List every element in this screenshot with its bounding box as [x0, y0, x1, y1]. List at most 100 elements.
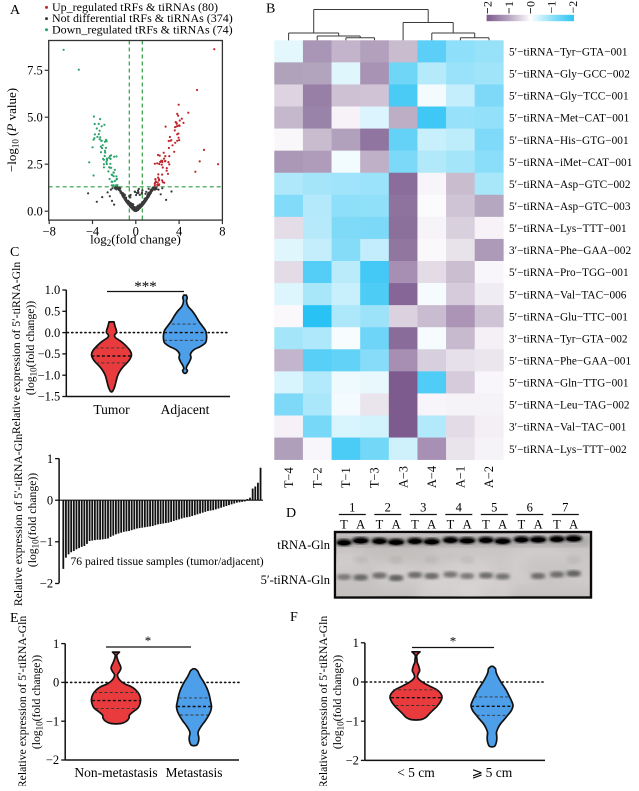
- svg-text:76 paired tissue samples (tumo: 76 paired tissue samples (tumor/adjacent…: [71, 555, 264, 568]
- svg-text:5′−tiRNA−iMet−CAT−001: 5′−tiRNA−iMet−CAT−001: [509, 157, 632, 169]
- svg-text:A: A: [10, 3, 21, 18]
- svg-text:B: B: [266, 2, 275, 17]
- svg-text:−2: −2: [346, 754, 359, 768]
- svg-text:(log10(fold change)): (log10(fold change)): [24, 301, 39, 395]
- svg-text:5′−tiRNA−Tyr−GTA−001: 5′−tiRNA−Tyr−GTA−001: [509, 47, 628, 59]
- svg-text:−0.5: −0.5: [38, 347, 61, 361]
- svg-text:1.0: 1.0: [45, 283, 61, 297]
- svg-text:−log10 (P value): −log10 (P value): [4, 88, 21, 172]
- svg-text:−1: −1: [346, 714, 359, 728]
- svg-text:5′−tiRNA−Gln−TTG−001: 5′−tiRNA−Gln−TTG−001: [509, 378, 629, 390]
- svg-text:3: 3: [420, 501, 426, 515]
- svg-text:0.5: 0.5: [45, 305, 61, 319]
- svg-text:T: T: [482, 518, 490, 532]
- svg-text:0.0: 0.0: [45, 326, 61, 340]
- svg-text:Relative expression of 5′-tiRN: Relative expression of 5′-tiRNA-Gln: [12, 434, 25, 606]
- svg-text:0: 0: [53, 676, 59, 690]
- svg-text:5′−tiRNA−Gly−TCC−001: 5′−tiRNA−Gly−TCC−001: [509, 91, 629, 103]
- svg-text:Relative expression of 5′-tiRN: Relative expression of 5′-tiRNA-Gln: [317, 616, 330, 786]
- svg-text:−1: −1: [40, 535, 53, 549]
- svg-text:*: *: [450, 634, 457, 649]
- svg-text:5′−tiRNA−Lys−TTT−002: 5′−tiRNA−Lys−TTT−002: [509, 444, 627, 456]
- svg-text:*: *: [145, 633, 152, 648]
- svg-text:−2: −2: [40, 577, 53, 591]
- svg-text:−8: −8: [43, 225, 56, 239]
- svg-text:A−3: A−3: [396, 466, 410, 488]
- svg-text:5: 5: [491, 501, 497, 515]
- svg-text:T−1: T−1: [339, 467, 353, 488]
- svg-text:5′-tiRNA-Gln: 5′-tiRNA-Gln: [261, 573, 331, 587]
- svg-text:T: T: [411, 518, 419, 532]
- svg-text:7.5: 7.5: [27, 64, 43, 78]
- svg-text:A: A: [498, 518, 507, 532]
- svg-text:1: 1: [502, 1, 516, 7]
- svg-text:3′−tiRNA−Val−TAC−001: 3′−tiRNA−Val−TAC−001: [509, 422, 626, 434]
- svg-text:4: 4: [456, 501, 463, 515]
- svg-text:A: A: [392, 518, 401, 532]
- svg-text:***: ***: [134, 279, 157, 295]
- svg-text:8: 8: [219, 225, 225, 239]
- svg-text:−2: −2: [566, 1, 580, 14]
- svg-text:2: 2: [385, 501, 391, 515]
- svg-text:5′−tiRNA−His−GTG−001: 5′−tiRNA−His−GTG−001: [509, 135, 629, 147]
- svg-text:5′−tiRNA−Leu−TAG−002: 5′−tiRNA−Leu−TAG−002: [509, 400, 630, 412]
- svg-text:7: 7: [562, 501, 568, 515]
- svg-text:1: 1: [47, 452, 53, 466]
- svg-text:tRNA-Gln: tRNA-Gln: [277, 538, 331, 552]
- svg-text:A: A: [463, 518, 472, 532]
- svg-text:5′−tiRNA−Asp−GTC−003: 5′−tiRNA−Asp−GTC−003: [509, 201, 631, 213]
- svg-text:6: 6: [527, 501, 533, 515]
- svg-text:5′−tiRNA−Gly−GCC−002: 5′−tiRNA−Gly−GCC−002: [509, 69, 630, 81]
- svg-text:Relative expression of 5′-tiRN: Relative expression of 5′-tiRNA-Gln: [16, 616, 29, 786]
- svg-text:T: T: [447, 518, 455, 532]
- svg-text:5′−tiRNA−Val−TAC−006: 5′−tiRNA−Val−TAC−006: [509, 289, 627, 301]
- svg-text:T: T: [518, 518, 526, 532]
- svg-text:Down_regulated tRFs & tiRNAs (: Down_regulated tRFs & tiRNAs (74): [52, 22, 233, 36]
- svg-text:T: T: [553, 518, 561, 532]
- svg-text:0: 0: [133, 225, 139, 239]
- svg-text:A−4: A−4: [425, 466, 439, 488]
- svg-text:(log10(fold change)): (log10(fold change)): [26, 473, 41, 567]
- svg-text:T−2: T−2: [310, 467, 324, 488]
- svg-text:0.0: 0.0: [27, 204, 43, 218]
- svg-text:1: 1: [53, 637, 59, 651]
- svg-text:5′−tiRNA−Phe−GAA−001: 5′−tiRNA−Phe−GAA−001: [509, 356, 631, 368]
- svg-text:3′−tiRNA−Phe−GAA−002: 3′−tiRNA−Phe−GAA−002: [509, 245, 631, 257]
- svg-text:F: F: [290, 610, 298, 625]
- svg-text:0: 0: [47, 493, 53, 507]
- svg-text:2.5: 2.5: [27, 157, 43, 171]
- svg-text:0: 0: [523, 1, 537, 7]
- svg-text:(log10(fold change)): (log10(fold change)): [331, 655, 346, 749]
- svg-text:3′−tiRNA−Tyr−GTA−002: 3′−tiRNA−Tyr−GTA−002: [509, 333, 628, 345]
- svg-text:−1.0: −1.0: [38, 368, 61, 382]
- svg-text:−4: −4: [86, 225, 100, 239]
- svg-text:Non-metastasis: Non-metastasis: [74, 765, 157, 780]
- svg-text:A: A: [534, 518, 543, 532]
- svg-text:5′−tiRNA−Glu−TTC−001: 5′−tiRNA−Glu−TTC−001: [509, 311, 628, 323]
- svg-text:A: A: [427, 518, 436, 532]
- svg-text:−1: −1: [46, 714, 59, 728]
- svg-text:−2: −2: [46, 753, 59, 767]
- svg-text:Up_regulated tRFs & tiRNAs (80: Up_regulated tRFs & tiRNAs (80): [52, 0, 218, 14]
- svg-text:T: T: [340, 518, 348, 532]
- svg-text:Relative expression of 5′-tiRN: Relative expression of 5′-tiRNA-Gln: [10, 262, 23, 434]
- svg-text:5′−tiRNA−Met−CAT−001: 5′−tiRNA−Met−CAT−001: [509, 113, 629, 125]
- svg-text:log2(fold change): log2(fold change): [90, 232, 181, 249]
- svg-text:Tumor: Tumor: [93, 402, 130, 417]
- svg-text:T: T: [376, 518, 384, 532]
- svg-text:1: 1: [353, 636, 359, 650]
- svg-text:−1: −1: [544, 1, 558, 14]
- svg-text:A−1: A−1: [454, 466, 468, 488]
- svg-text:(log10(fold change)): (log10(fold change)): [30, 655, 45, 749]
- svg-text:5′−tiRNA−Pro−TGG−001: 5′−tiRNA−Pro−TGG−001: [509, 267, 629, 279]
- svg-text:5.0: 5.0: [27, 111, 43, 125]
- svg-text:Metastasis: Metastasis: [166, 765, 223, 780]
- svg-text:A: A: [569, 518, 578, 532]
- svg-text:E: E: [10, 611, 19, 626]
- svg-text:Not differential tRFs & tiRNAs: Not differential tRFs & tiRNAs (374): [52, 11, 233, 25]
- svg-text:T−3: T−3: [368, 467, 382, 488]
- svg-text:C: C: [10, 245, 19, 260]
- svg-text:−1.5: −1.5: [38, 390, 61, 404]
- svg-text:0: 0: [353, 675, 359, 689]
- svg-text:2: 2: [480, 1, 494, 7]
